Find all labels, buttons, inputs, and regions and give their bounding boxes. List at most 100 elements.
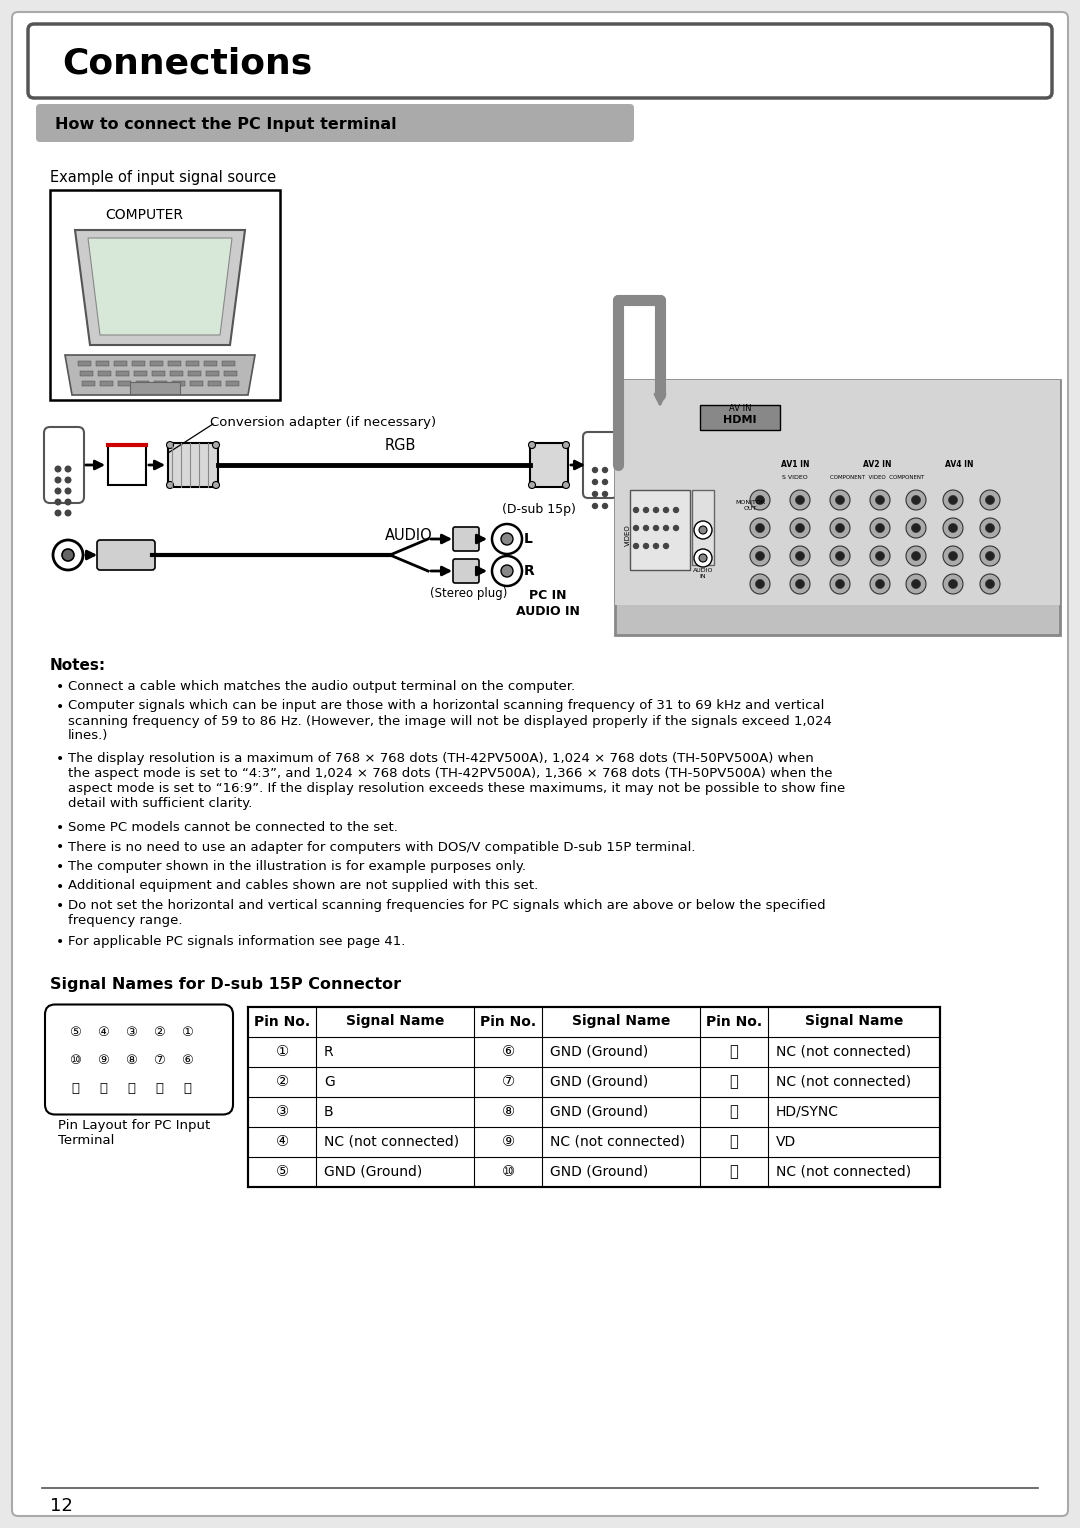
Bar: [136, 380, 149, 387]
Text: ①: ①: [275, 1044, 288, 1059]
Circle shape: [55, 510, 60, 516]
Circle shape: [501, 565, 513, 578]
Bar: [154, 380, 167, 387]
Bar: [168, 361, 181, 367]
Text: Conversion adapter (if necessary): Conversion adapter (if necessary): [210, 416, 436, 429]
Circle shape: [831, 575, 850, 594]
Text: The computer shown in the illustration is for example purposes only.: The computer shown in the illustration i…: [68, 860, 526, 872]
Text: •: •: [56, 898, 64, 914]
Circle shape: [501, 533, 513, 545]
FancyBboxPatch shape: [45, 1004, 233, 1114]
Bar: [170, 371, 183, 376]
Bar: [226, 380, 239, 387]
Circle shape: [563, 481, 569, 489]
Circle shape: [55, 489, 60, 494]
Text: ⑪: ⑪: [730, 1044, 739, 1059]
Bar: [118, 380, 131, 387]
Text: R: R: [524, 564, 535, 578]
Text: There is no need to use an adapter for computers with DOS/V compatible D-sub 15P: There is no need to use an adapter for c…: [68, 840, 696, 854]
Text: Example of input signal source: Example of input signal source: [50, 170, 276, 185]
Bar: [150, 361, 163, 367]
Text: ⑨: ⑨: [501, 1134, 514, 1149]
Circle shape: [699, 555, 707, 562]
Bar: [204, 361, 217, 367]
Text: ⑳: ⑳: [99, 1082, 107, 1096]
Circle shape: [980, 518, 1000, 538]
Circle shape: [55, 466, 60, 472]
Circle shape: [986, 495, 995, 504]
Circle shape: [906, 518, 926, 538]
Text: HDMI: HDMI: [724, 416, 757, 425]
Polygon shape: [65, 354, 255, 396]
Circle shape: [213, 481, 219, 489]
FancyBboxPatch shape: [108, 445, 146, 484]
Text: •: •: [56, 680, 64, 694]
Bar: [190, 380, 203, 387]
Circle shape: [593, 492, 597, 497]
Circle shape: [653, 526, 659, 530]
Text: For applicable PC signals information see page 41.: For applicable PC signals information se…: [68, 935, 405, 947]
Bar: [82, 380, 95, 387]
Text: ⑤: ⑤: [275, 1164, 288, 1180]
Circle shape: [756, 552, 765, 561]
FancyBboxPatch shape: [530, 443, 568, 487]
Bar: [98, 371, 111, 376]
Circle shape: [986, 552, 995, 561]
Circle shape: [528, 442, 536, 449]
Text: L: L: [524, 532, 532, 545]
Circle shape: [756, 579, 765, 588]
Circle shape: [593, 480, 597, 484]
Text: •: •: [56, 880, 64, 894]
Bar: [615, 380, 1059, 605]
Text: Additional equipment and cables shown are not supplied with this set.: Additional equipment and cables shown ar…: [68, 880, 538, 892]
Circle shape: [65, 500, 71, 504]
Circle shape: [756, 524, 765, 532]
Text: MONITOR
OUT: MONITOR OUT: [734, 500, 765, 510]
Circle shape: [65, 477, 71, 483]
Text: AV IN: AV IN: [729, 403, 752, 413]
Circle shape: [943, 490, 963, 510]
Circle shape: [756, 495, 765, 504]
Circle shape: [796, 495, 805, 504]
Circle shape: [644, 507, 648, 512]
Text: Some PC models cannot be connected to the set.: Some PC models cannot be connected to th…: [68, 821, 397, 834]
Circle shape: [948, 579, 958, 588]
Circle shape: [912, 552, 920, 561]
Text: RGB: RGB: [384, 439, 417, 452]
Circle shape: [750, 545, 770, 565]
Circle shape: [948, 495, 958, 504]
Bar: [222, 361, 235, 367]
Circle shape: [943, 575, 963, 594]
Text: ⑭: ⑭: [730, 1134, 739, 1149]
Circle shape: [836, 495, 845, 504]
Circle shape: [694, 521, 712, 539]
Text: AUDIO
IN: AUDIO IN: [692, 568, 713, 579]
Circle shape: [906, 575, 926, 594]
Bar: [50, 189, 280, 400]
FancyBboxPatch shape: [583, 432, 617, 498]
Text: NC (not connected): NC (not connected): [324, 1134, 459, 1149]
Text: AUDIO: AUDIO: [384, 529, 433, 542]
Circle shape: [644, 526, 648, 530]
Text: NC (not connected): NC (not connected): [550, 1134, 685, 1149]
Circle shape: [876, 552, 885, 561]
Text: ⑬: ⑬: [730, 1105, 739, 1118]
Circle shape: [634, 526, 638, 530]
Bar: [100, 380, 113, 387]
Text: Signal Name: Signal Name: [571, 1015, 671, 1028]
Text: Pin Layout for PC Input
Terminal: Pin Layout for PC Input Terminal: [58, 1118, 211, 1146]
Bar: [172, 380, 185, 387]
Text: ⑩: ⑩: [501, 1164, 514, 1180]
Circle shape: [986, 524, 995, 532]
Text: Computer signals which can be input are those with a horizontal scanning frequen: Computer signals which can be input are …: [68, 700, 832, 743]
Text: ⑨: ⑨: [97, 1054, 109, 1067]
Text: COMPONENT  VIDEO  COMPONENT: COMPONENT VIDEO COMPONENT: [829, 475, 924, 480]
Text: ⑧: ⑧: [501, 1105, 514, 1118]
Bar: [700, 405, 780, 429]
Circle shape: [663, 526, 669, 530]
Circle shape: [876, 524, 885, 532]
FancyBboxPatch shape: [44, 426, 84, 503]
Circle shape: [213, 442, 219, 449]
Circle shape: [663, 507, 669, 512]
Text: AV2 IN: AV2 IN: [863, 460, 891, 469]
